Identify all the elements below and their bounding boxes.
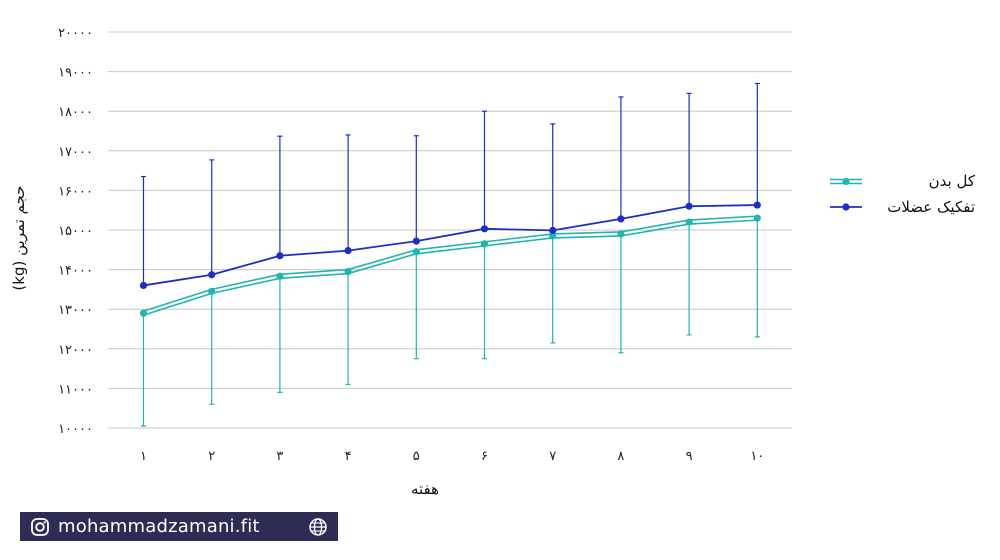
legend-label-split: تفکیک عضلات (887, 198, 975, 216)
x-axis-title: هفته (411, 480, 439, 498)
data-point (753, 201, 761, 209)
y-tick-label: ۱۳۰۰۰ (58, 303, 93, 318)
x-tick-label: ۲ (208, 449, 215, 464)
series-line (143, 219, 758, 316)
data-point (549, 232, 557, 240)
data-point (139, 281, 148, 290)
error-bars-series-1 (141, 82, 760, 286)
series-line (143, 204, 758, 287)
data-point (617, 215, 625, 223)
y-tick-label: ۱۸۰۰۰ (58, 105, 93, 120)
x-tick-label: ۱ (140, 449, 147, 464)
x-tick-label: ۸ (617, 449, 624, 464)
y-tick-label: ۱۵۰۰۰ (58, 224, 93, 239)
data-point (549, 226, 557, 234)
data-point (617, 230, 625, 238)
x-tick-label: ۴ (345, 449, 352, 464)
series-1 (139, 201, 761, 290)
x-tick-label: ۹ (686, 449, 693, 464)
y-tick-label: ۱۶۰۰۰ (58, 184, 93, 199)
x-tick-label: ۷ (549, 449, 556, 464)
series-0 (139, 214, 761, 317)
legend-item-split: تفکیک عضلات (830, 198, 975, 216)
legend-label-full-body: کل بدن (929, 172, 976, 190)
x-tick-labels: ۱ ۲ ۳ ۴ ۵ ۶ ۷ ۸ ۹ ۱۰ (140, 449, 764, 464)
series-layer (139, 82, 761, 427)
data-point (685, 218, 693, 226)
x-tick-label: ۳ (276, 449, 283, 464)
data-point (344, 267, 352, 276)
data-point (208, 287, 216, 295)
x-tick-label: ۵ (413, 449, 420, 464)
y-tick-label: ۱۷۰۰۰ (58, 145, 93, 160)
globe-icon (308, 517, 328, 537)
y-tick-label: ۲۰۰۰۰ (58, 26, 93, 41)
data-point (480, 240, 489, 248)
data-point (344, 246, 352, 255)
data-point (276, 252, 284, 260)
y-tick-label: ۱۲۰۰۰ (58, 343, 93, 358)
legend-item-full-body: کل بدن (830, 172, 976, 190)
footer-handle: mohammadzamani.fit (58, 516, 260, 537)
y-tick-label: ۱۴۰۰۰ (58, 264, 93, 279)
data-point (753, 214, 761, 222)
instagram-icon (30, 517, 50, 537)
data-point (412, 248, 420, 256)
grid-layer (108, 31, 792, 429)
series-line (143, 215, 758, 312)
data-point (412, 237, 420, 245)
data-point (276, 272, 284, 280)
y-tick-label: ۱۹۰۰۰ (58, 66, 93, 81)
data-point (480, 225, 489, 233)
legend-marker-split (842, 203, 850, 211)
y-axis-title: حجم تمرین (kg) (10, 185, 28, 290)
data-point (208, 271, 216, 279)
error-bars-series-0 (141, 218, 760, 427)
y-tick-labels: ۱۰۰۰۰ ۱۱۰۰۰ ۱۲۰۰۰ ۱۳۰۰۰ ۱۴۰۰۰ ۱۵۰۰۰ ۱۶۰۰۰ ۱۷۰۰۰… (58, 26, 93, 437)
legend: کل بدن تفکیک عضلات (830, 172, 976, 216)
data-point (685, 202, 693, 210)
legend-marker-full-body (842, 177, 850, 186)
data-point (139, 309, 148, 317)
x-tick-label: ۱۰ (750, 449, 764, 464)
x-tick-label: ۶ (481, 449, 488, 464)
footer-bar: mohammadzamani.fit (20, 512, 338, 541)
y-tick-label: ۱۱۰۰۰ (58, 382, 93, 397)
y-tick-label: ۱۰۰۰۰ (58, 422, 93, 437)
